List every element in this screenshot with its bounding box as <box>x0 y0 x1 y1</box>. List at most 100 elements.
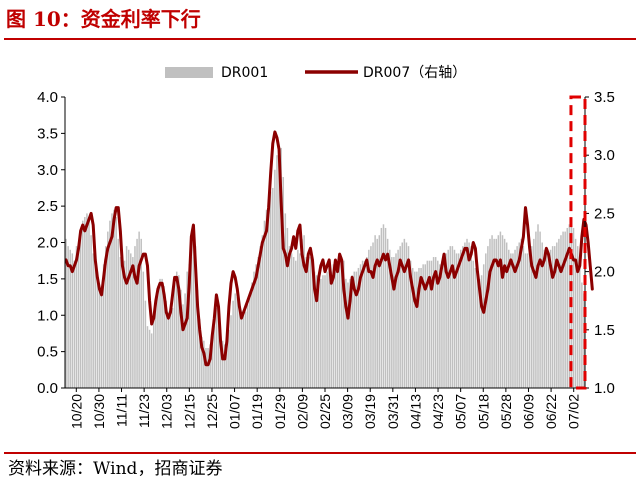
dr001-bar <box>434 257 437 388</box>
dr001-bar <box>171 307 174 388</box>
dr001-bar <box>125 246 128 388</box>
dr001-bar <box>487 246 489 388</box>
x-tick-label: 10/20 <box>68 394 84 429</box>
dr001-bar <box>553 246 556 388</box>
dr001-bar <box>238 304 241 388</box>
dr001-bar <box>451 246 454 388</box>
dr001-bar <box>269 191 272 388</box>
x-tick-label: 11/11 <box>114 394 130 427</box>
dr001-bar <box>96 271 99 388</box>
dr001-bar <box>246 304 249 388</box>
dr001-bar <box>428 260 431 388</box>
dr001-bar <box>399 246 401 388</box>
dr001-bar <box>437 260 439 388</box>
dr001-bar <box>267 198 270 388</box>
dr001-bar <box>353 271 355 388</box>
dr001-bar <box>361 260 364 388</box>
dr001-bar <box>86 213 88 388</box>
dr001-bar <box>213 326 216 388</box>
left-tick-label: 2.5 <box>37 198 58 215</box>
dr001-bar <box>533 238 535 388</box>
dr001-bar <box>514 249 516 388</box>
dr001-bar <box>292 257 295 388</box>
dr001-bar <box>173 282 176 388</box>
dr001-bar <box>161 278 163 389</box>
dr001-bar <box>251 282 253 388</box>
dr001-bar <box>104 246 107 388</box>
dr001-bar <box>307 260 310 388</box>
dr001-bar <box>234 293 236 388</box>
dr001-bar <box>107 231 109 388</box>
dr001-bar <box>372 242 374 388</box>
dr001-bar <box>518 242 520 388</box>
dr001-bar <box>503 238 506 388</box>
dr001-bar <box>163 286 165 388</box>
dr001-bar <box>397 249 399 388</box>
dr001-bar <box>558 238 560 388</box>
dr001-bar <box>224 344 226 388</box>
dr001-bar <box>226 340 228 388</box>
dr001-bar <box>155 300 157 388</box>
dr001-bar <box>549 249 552 388</box>
dr001-bar <box>380 227 383 388</box>
dr001-bar <box>186 271 188 388</box>
x-tick-label: 07/02 <box>566 394 582 429</box>
title-rule <box>4 38 636 40</box>
dr001-bar <box>259 246 262 388</box>
dr001-bar <box>411 267 414 388</box>
dr001-bar <box>426 260 429 388</box>
dr001-bar <box>144 300 147 388</box>
dr001-bar <box>261 235 264 388</box>
dr001-bar <box>249 293 251 388</box>
dr001-bar <box>374 235 376 388</box>
dr001-bar <box>326 271 328 388</box>
dr001-bar <box>236 297 239 388</box>
dr001-bar <box>447 249 449 388</box>
source-note: 资料来源：Wind，招商证券 <box>8 459 223 479</box>
dr001-bar <box>290 253 293 388</box>
x-tick-label: 03/31 <box>385 394 401 429</box>
dr001-bar <box>562 231 564 388</box>
x-tick-label: 04/13 <box>407 394 423 429</box>
dr001-bar <box>69 249 71 388</box>
dr001-bar <box>409 260 412 388</box>
dr001-bar <box>184 293 186 388</box>
dr001-bar <box>443 257 445 388</box>
dr001-bar <box>255 264 257 388</box>
dr001-bar <box>211 333 213 388</box>
dr001-bar <box>190 257 193 388</box>
chart: DR001 DR007（右轴） 0.0 0.5 1.0 1.5 2.0 2.5 3.0 3.5… <box>37 65 615 429</box>
dr001-bar <box>388 249 391 388</box>
dr001-bar <box>194 246 197 388</box>
x-tick-label: 05/28 <box>498 394 514 429</box>
dr001-bar <box>560 235 562 388</box>
dr001-bar <box>449 246 452 388</box>
dr001-bar <box>201 337 203 388</box>
dr001-bar <box>376 238 378 388</box>
dr001-bar <box>403 238 406 388</box>
dr001-bar <box>336 264 339 388</box>
dr001-bar <box>501 235 504 388</box>
dr001-bar <box>416 271 418 388</box>
dr001-bar <box>75 246 78 388</box>
x-tick-label: 12/15 <box>181 394 197 429</box>
dr001-bar <box>175 271 178 388</box>
dr001-bar <box>407 246 410 388</box>
dr001-bar <box>121 264 124 388</box>
dr001-bar <box>510 253 512 388</box>
dr001-bar <box>240 311 243 388</box>
dr001-bar <box>338 260 341 388</box>
dr001-bar <box>524 253 527 388</box>
dr001-bar <box>432 257 435 388</box>
dr001-bar <box>384 227 387 388</box>
dr001-bar <box>136 238 138 388</box>
dr001-bar <box>196 289 199 388</box>
right-tick-label: 3.5 <box>594 89 615 106</box>
x-tick-label: 06/22 <box>543 394 559 429</box>
dr001-bar <box>109 220 111 388</box>
dr001-bar <box>123 260 126 388</box>
dr001-bar <box>79 231 82 388</box>
dr001-bar <box>330 271 333 388</box>
dr001-bar <box>132 257 134 388</box>
left-tick-label: 4.0 <box>37 89 58 106</box>
